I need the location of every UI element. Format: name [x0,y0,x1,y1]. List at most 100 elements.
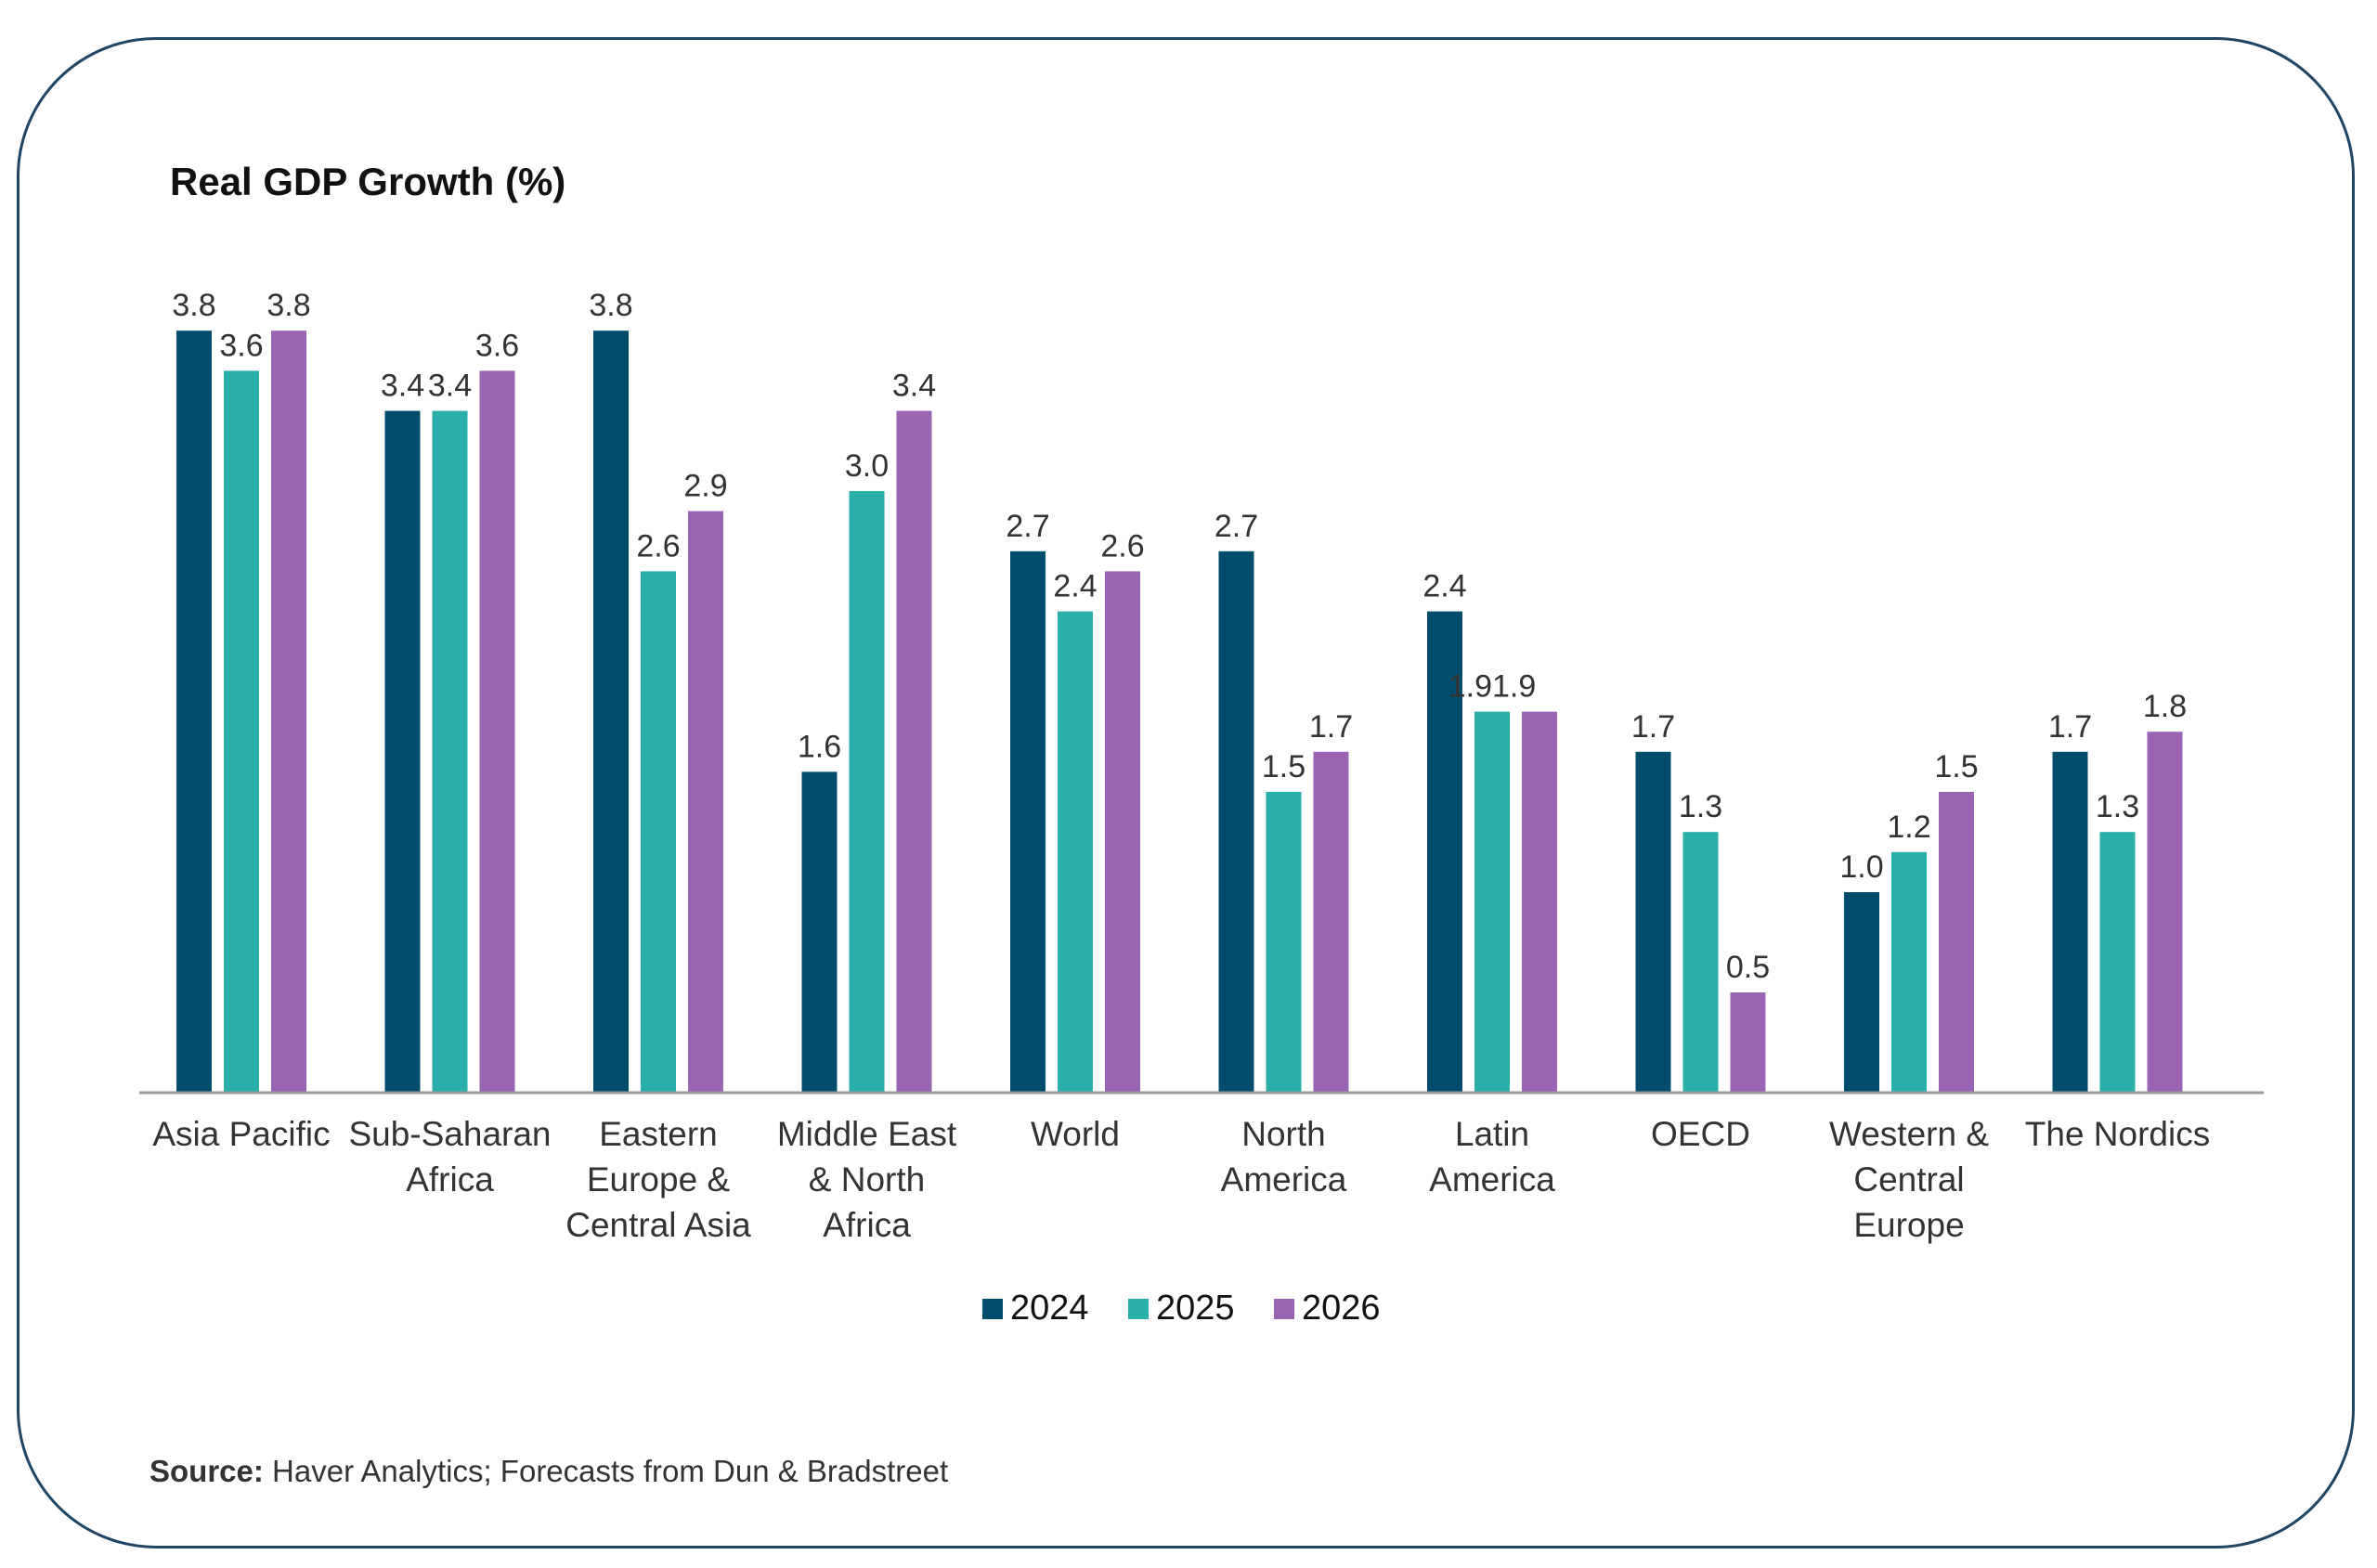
bar-2025-7 [1682,832,1719,1093]
value-label-2024-3: 1.6 [798,729,841,764]
bar-2024-6 [1427,611,1462,1093]
value-label-2025-8: 1.2 [1887,810,1930,845]
bar-2025-1 [432,410,468,1094]
value-label-2025-4: 2.4 [1053,569,1097,604]
value-label-2026-9: 1.8 [2143,689,2187,724]
category-label-5: North America [1221,1115,1347,1199]
category-label-4: World [1031,1115,1120,1153]
value-label-2024-6: 2.4 [1422,569,1466,604]
bar-2026-5 [1313,751,1349,1093]
bar-2025-6 [1474,711,1510,1093]
category-label-line: The Nordics [2025,1115,2210,1153]
category-label-line: & North [809,1160,925,1199]
value-label-2026-0: 3.8 [266,288,310,323]
bar-2026-8 [1939,792,1974,1093]
value-label-2026-4: 2.6 [1100,528,1144,564]
bar-2024-1 [384,410,421,1094]
category-label-line: North [1241,1115,1325,1153]
value-label-2025-5: 1.5 [1262,749,1305,784]
category-label-line: Asia Pacific [152,1115,330,1153]
category-label-2: Eastern Europe & Central Asia [565,1115,751,1244]
category-label-line: Europe [1853,1206,1964,1244]
bar-2025-0 [224,370,259,1093]
legend-label-2025: 2025 [1156,1289,1235,1328]
bar-2026-6 [1522,711,1557,1093]
category-label-line: Sub-Saharan [348,1115,551,1153]
source-note: Source: Haver Analytics; Forecasts from … [149,1454,948,1489]
category-label-line: Eastern [599,1115,718,1153]
bar-2025-3 [849,491,885,1093]
legend-swatch-2025 [1128,1299,1149,1319]
bar-2026-7 [1730,992,1766,1093]
bars-layer [176,330,2183,1094]
bar-2024-4 [1010,551,1046,1093]
value-label-2024-9: 1.7 [2048,709,2092,745]
category-label-line: Europe & [587,1160,731,1199]
value-label-2024-8: 1.0 [1839,849,1883,885]
bar-2025-8 [1891,851,1927,1093]
bar-2025-9 [2099,832,2136,1093]
value-label-2026-2: 2.9 [683,469,727,504]
legend-label-2026: 2026 [1302,1289,1381,1328]
chart-title: Real GDP Growth (%) [170,160,566,203]
bar-2024-0 [176,330,212,1093]
bar-2024-7 [1635,751,1671,1093]
category-label-8: Western & Central Europe [1829,1115,1989,1244]
value-label-2026-1: 3.6 [475,328,519,363]
category-label-line: America [1429,1160,1555,1199]
category-label-line: Central Asia [565,1206,751,1244]
bar-2025-2 [641,571,676,1093]
value-labels-layer: 3.83.63.83.4 3.43.63.82.62.91.63.03.42.72… [172,288,2187,985]
category-label-3: Middle East & North Africa [777,1115,957,1244]
source-text: Haver Analytics; Forecasts from Dun & Br… [263,1454,949,1488]
value-label-2025-9: 1.3 [2096,789,2139,824]
bar-2024-5 [1218,551,1254,1093]
category-label-7: OECD [1651,1115,1750,1153]
value-label-2024-4: 2.7 [1006,509,1049,544]
bar-2024-2 [593,330,629,1093]
legend-swatch-2026 [1274,1299,1294,1319]
value-label-2024-7: 1.7 [1631,709,1675,745]
bar-2026-2 [688,511,723,1093]
bar-2026-1 [479,370,515,1093]
category-label-line: Latin [1455,1115,1529,1153]
value-label-2025-2: 2.6 [636,528,680,564]
category-label-line: America [1221,1160,1347,1199]
category-label-0: Asia Pacific [152,1115,330,1153]
value-label-2025-7: 1.3 [1679,789,1722,824]
value-label-2025-0: 3.6 [219,328,263,363]
legend: 2024 2025 2026 [982,1289,1381,1328]
legend-swatch-2024 [982,1299,1003,1319]
value-label-2026-5: 1.7 [1309,709,1353,745]
value-label-2024-5: 2.7 [1214,509,1258,544]
category-label-9: The Nordics [2025,1115,2210,1153]
bar-2026-4 [1105,571,1140,1093]
bar-2024-8 [1844,892,1879,1093]
category-label-1: Sub-Saharan Africa [348,1115,551,1199]
value-label-2025-6: 1.91.9 [1448,669,1537,705]
category-label-line: Africa [823,1206,911,1244]
category-label-line: Africa [406,1160,494,1199]
category-label-line: Central [1853,1160,1964,1199]
category-label-line: OECD [1651,1115,1750,1153]
category-label-line: Western & [1829,1115,1989,1153]
legend-label-2024: 2024 [1010,1289,1089,1328]
bar-2026-9 [2147,732,2183,1093]
bar-2024-9 [2052,751,2088,1093]
bar-2024-3 [801,771,838,1093]
value-label-2026-3: 3.4 [892,369,936,404]
value-label-2026-8: 1.5 [1934,749,1978,784]
bar-2026-0 [271,330,306,1093]
bar-2025-4 [1058,611,1093,1093]
value-label-2025-3: 3.0 [845,448,889,484]
value-label-2024-2: 3.8 [589,288,632,323]
category-labels-layer: Asia Pacific Sub-Saharan Africa Eastern Euro… [152,1115,2210,1244]
value-label-2026-7: 0.5 [1726,950,1770,985]
value-label-2024-1: 3.4 [381,369,424,404]
category-label-line: Middle East [777,1115,957,1153]
value-label-2024-0: 3.8 [172,288,215,323]
category-label-6: Latin America [1429,1115,1555,1199]
value-label-2025-1: 3.4 [428,369,472,404]
category-label-line: World [1031,1115,1120,1153]
